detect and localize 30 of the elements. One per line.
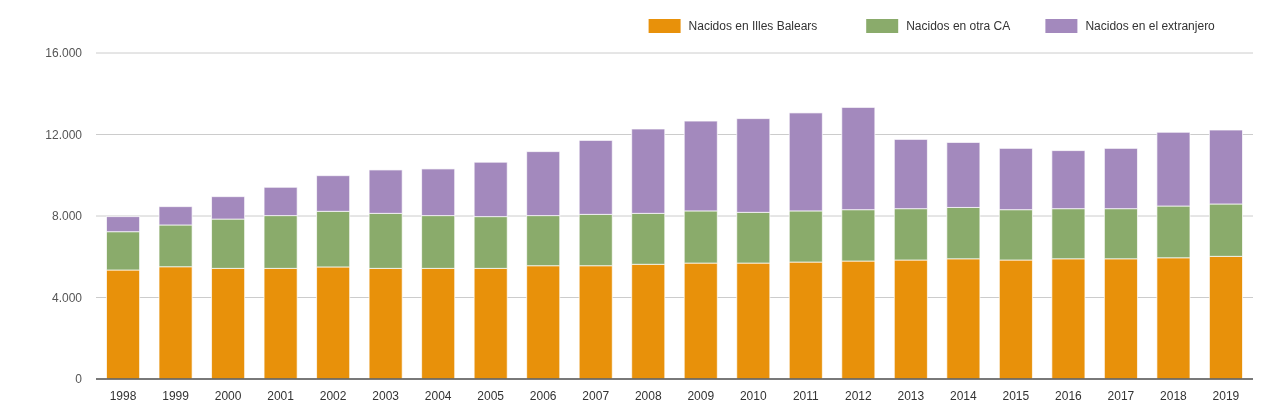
x-tick-label: 2012 <box>844 389 872 403</box>
legend-label: Nacidos en el extranjero <box>1085 19 1216 33</box>
x-tick-label: 2008 <box>634 389 662 403</box>
y-tick-label: 12.000 <box>45 127 83 142</box>
x-tick-label: 2013 <box>897 389 925 403</box>
x-tick-label: 1998 <box>109 389 137 403</box>
x-tick-label: 2000 <box>214 389 242 403</box>
x-tick-label: 1999 <box>162 389 190 403</box>
x-tick-label: 2004 <box>424 389 452 403</box>
x-tick-label: 2006 <box>529 389 557 403</box>
x-tick-label: 2019 <box>1212 389 1240 403</box>
x-tick-label: 2007 <box>582 389 610 403</box>
legend-label: Nacidos en Illes Balears <box>688 19 818 33</box>
x-tick-label: 2017 <box>1107 389 1135 403</box>
y-tick-label: 0 <box>75 372 83 386</box>
y-tick-label: 16.000 <box>45 46 83 60</box>
legend-label: Nacidos en otra CA <box>906 19 1011 33</box>
x-tick-label: 2015 <box>1002 389 1030 403</box>
x-tick-label: 2002 <box>319 389 347 403</box>
x-tick-label: 2005 <box>477 389 505 403</box>
x-tick-label: 2010 <box>739 389 767 403</box>
x-tick-label: 2009 <box>687 389 715 403</box>
y-tick-label: 8.000 <box>51 209 83 223</box>
x-tick-label: 2001 <box>267 389 295 403</box>
x-tick-label: 2018 <box>1160 389 1188 403</box>
x-tick-label: 2016 <box>1055 389 1083 403</box>
x-tick-label: 2011 <box>792 389 820 403</box>
x-tick-label: 2014 <box>950 389 978 403</box>
x-tick-label: 2003 <box>372 389 400 403</box>
y-tick-label: 4.000 <box>51 290 83 305</box>
